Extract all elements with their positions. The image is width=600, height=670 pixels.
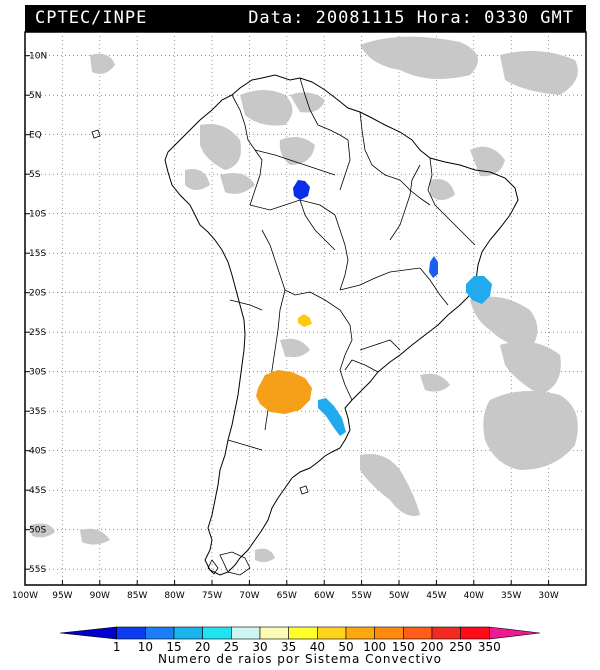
convective-system — [429, 256, 438, 278]
colorbar-label: 150 — [392, 640, 415, 654]
lat-tick-label: EQ — [29, 131, 42, 141]
colorbar-label: 10 — [138, 640, 153, 654]
colorbar-label: 35 — [281, 640, 296, 654]
colorbar-label: 350 — [478, 640, 501, 654]
lat-tick-label: 20S — [29, 289, 46, 299]
lat-tick-label: 50S — [29, 526, 46, 536]
colorbar-segment — [345, 626, 375, 640]
lat-tick-label: 35S — [29, 407, 46, 417]
lon-tick-label: 90W — [90, 591, 110, 601]
colorbar-label: 200 — [421, 640, 444, 654]
colorbar-segment — [460, 626, 490, 640]
colorbar-segment — [145, 626, 175, 640]
lat-tick-label: 15S — [29, 249, 46, 259]
colorbar: 1 10 15 20 25 30 35 40 50 100 150 200 250 350 — [59, 626, 541, 654]
lon-tick-label: 50W — [389, 591, 409, 601]
lat-tick-label: 45S — [29, 486, 46, 496]
colorbar-label: 20 — [195, 640, 210, 654]
lon-axis: 100W 95W 90W 85W 80W 75W 70W 65W 60W 55W 50W 45W 40W… — [12, 580, 559, 601]
borders — [227, 77, 476, 451]
lat-tick-label: 30S — [29, 368, 46, 378]
convective-system — [293, 180, 310, 200]
colorbar-segment — [489, 626, 541, 640]
colorbar-label: 1 — [113, 640, 121, 654]
source-label: CPTEC/INPE — [35, 8, 148, 28]
lon-tick-label: 75W — [202, 591, 222, 601]
colorbar-segment — [374, 626, 404, 640]
colorbar-segment — [317, 626, 347, 640]
lon-tick-label: 60W — [314, 591, 334, 601]
colorbar-caption: Numero de raios por Sistema Convectivo — [157, 652, 443, 666]
colorbar-segment — [231, 626, 261, 640]
colorbar-segment — [116, 626, 146, 640]
colorbar-label: 50 — [338, 640, 353, 654]
lon-tick-label: 70W — [239, 591, 259, 601]
lon-tick-label: 45W — [426, 591, 446, 601]
lon-tick-label: 40W — [464, 591, 484, 601]
lat-tick-label: 10S — [29, 210, 46, 220]
colorbar-label: 40 — [310, 640, 325, 654]
lon-tick-label: 65W — [277, 591, 297, 601]
convective-system — [318, 398, 346, 436]
tierra-del-fuego — [207, 551, 251, 576]
lat-axis: 10N 5N EQ 5S 10S 15S 20S 25S 30S 35S 40S 45S 50S 55S — [25, 52, 47, 575]
lon-tick-label: 55W — [351, 591, 371, 601]
colorbar-label: 100 — [363, 640, 386, 654]
lat-tick-label: 40S — [29, 447, 46, 457]
header-bar: CPTEC/INPE Data: 20081115 Hora: 0330 GMT — [25, 5, 586, 32]
colorbar-label: 25 — [224, 640, 239, 654]
colorbar-segment — [431, 626, 461, 640]
coastline — [164, 74, 519, 576]
colorbar-label: 250 — [449, 640, 472, 654]
convective-system — [466, 276, 492, 304]
lon-tick-label: 80W — [164, 591, 184, 601]
colorbar-segment — [403, 626, 433, 640]
lat-tick-label: 55S — [29, 565, 46, 575]
lon-tick-label: 95W — [52, 591, 72, 601]
islands — [91, 129, 309, 495]
lon-tick-label: 30W — [538, 591, 558, 601]
colorbar-segment — [173, 626, 203, 640]
colorbar-segment — [59, 626, 117, 640]
lat-tick-label: 10N — [29, 52, 47, 62]
lat-tick-label: 5N — [29, 91, 41, 101]
convective-system — [298, 314, 312, 327]
colorbar-label: 15 — [166, 640, 181, 654]
colorbar-segment — [259, 626, 289, 640]
convective-system — [256, 370, 312, 414]
convective-systems — [256, 180, 492, 436]
lon-tick-label: 100W — [12, 591, 38, 601]
colorbar-label: 30 — [252, 640, 267, 654]
colorbar-segment — [202, 626, 232, 640]
cloud-cover — [30, 36, 578, 563]
lon-tick-label: 85W — [127, 591, 147, 601]
date-time-label: Data: 20081115 Hora: 0330 GMT — [248, 8, 574, 28]
lat-tick-label: 25S — [29, 328, 46, 338]
lat-tick-label: 5S — [29, 170, 41, 180]
lon-tick-label: 35W — [501, 591, 521, 601]
colorbar-segment — [288, 626, 318, 640]
